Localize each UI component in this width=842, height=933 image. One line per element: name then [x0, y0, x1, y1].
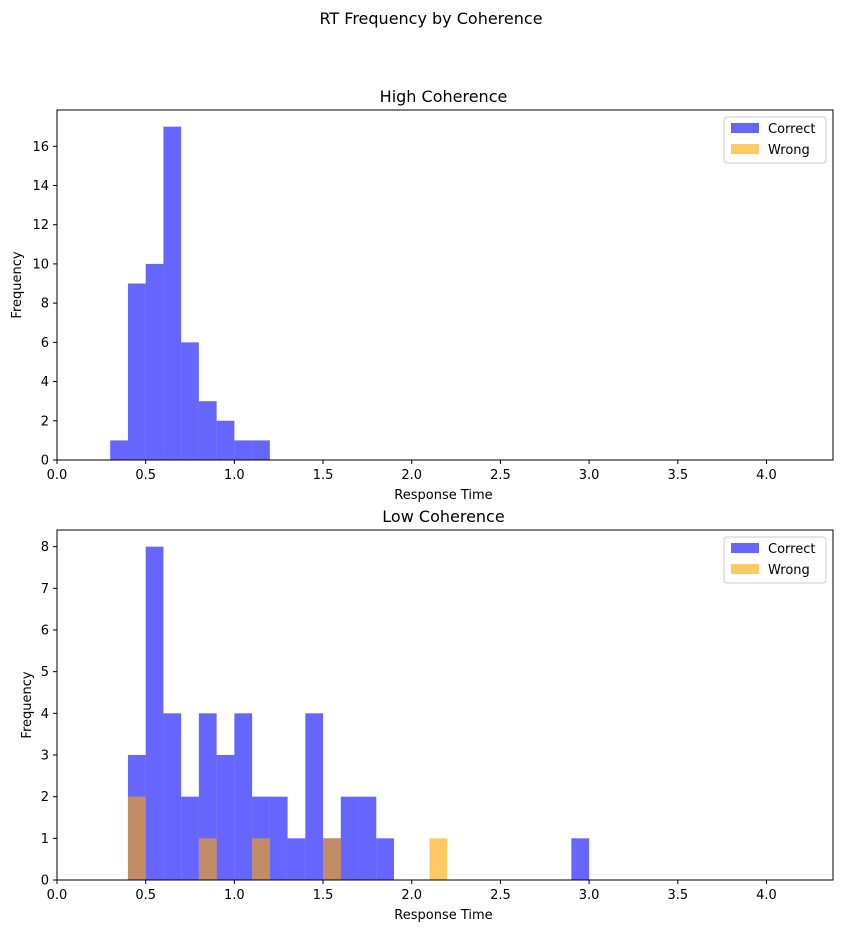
- figure-title: RT Frequency by Coherence: [319, 9, 542, 28]
- x-tick-label: 0.0: [47, 468, 68, 483]
- legend-swatch-wrong: [731, 564, 759, 574]
- bar-correct: [252, 440, 270, 460]
- bar-wrong: [252, 838, 270, 880]
- y-tick-label: 2: [41, 414, 49, 429]
- bar-correct: [181, 796, 199, 880]
- bar-correct: [181, 342, 199, 460]
- x-tick-label: 3.0: [579, 888, 600, 903]
- y-tick-label: 4: [41, 375, 49, 390]
- x-tick-label: 2.0: [401, 888, 422, 903]
- y-tick-label: 6: [41, 336, 49, 351]
- bar-wrong: [323, 838, 341, 880]
- bar-correct: [358, 796, 377, 880]
- y-axis-label: Frequency: [20, 671, 35, 738]
- y-tick-label: 5: [41, 665, 49, 680]
- y-tick-label: 0: [41, 454, 49, 469]
- bar-correct: [234, 440, 253, 460]
- y-tick-label: 3: [41, 749, 49, 764]
- x-axis-label: Response Time: [394, 488, 492, 503]
- plot-frame: [56, 529, 834, 881]
- bar-wrong: [127, 796, 146, 880]
- legend-label-correct: Correct: [768, 542, 815, 557]
- bar-correct: [269, 796, 288, 880]
- y-tick-label: 0: [41, 874, 49, 889]
- bar-correct: [198, 401, 217, 460]
- y-axis-label: Frequency: [10, 251, 25, 318]
- y-tick-label: 16: [32, 140, 49, 155]
- legend: Correct Wrong: [723, 116, 827, 164]
- bar-correct: [127, 283, 146, 460]
- legend-label-wrong: Wrong: [768, 563, 810, 578]
- x-tick-label: 3.0: [579, 468, 600, 483]
- panel-low-coherence: Low Coherence Response Time Frequency 0.…: [20, 507, 834, 923]
- panel-title: High Coherence: [380, 87, 508, 106]
- ticks-layer: 0.0 0.5 1.0 1.5 2.0 2.5 3.0 3.5 4.0 0 2 4 6 8 10 12 14 16: [32, 140, 776, 483]
- ticks-layer: 0.0 0.5 1.0 1.5 2.0 2.5 3.0 3.5 4.0 0 1 2 3 4 5 6 7 8: [41, 540, 777, 903]
- bar-correct: [163, 126, 182, 461]
- x-tick-label: 0.5: [135, 468, 156, 483]
- y-tick-label: 4: [41, 707, 49, 722]
- plot-frame: [56, 109, 834, 461]
- x-tick-label: 1.0: [224, 888, 245, 903]
- y-tick-label: 12: [32, 218, 49, 233]
- x-tick-label: 1.5: [313, 888, 334, 903]
- bar-correct: [376, 838, 395, 880]
- x-tick-label: 1.0: [224, 468, 245, 483]
- bar-correct: [145, 263, 164, 460]
- legend-label-correct: Correct: [768, 122, 815, 137]
- bar-wrong: [429, 838, 448, 880]
- legend-swatch-wrong: [731, 144, 759, 154]
- x-tick-label: 0.5: [135, 888, 156, 903]
- panel-high-coherence: High Coherence Response Time Frequency 0…: [10, 87, 834, 503]
- bar-correct: [234, 713, 253, 880]
- legend-label-wrong: Wrong: [768, 143, 810, 158]
- y-tick-label: 14: [32, 179, 49, 194]
- bar-correct: [571, 838, 590, 880]
- x-tick-label: 2.0: [401, 468, 422, 483]
- bar-correct: [110, 440, 128, 460]
- bar-correct: [305, 713, 324, 880]
- x-tick-label: 4.0: [756, 888, 777, 903]
- y-tick-label: 10: [32, 257, 49, 272]
- y-tick-label: 6: [41, 624, 49, 639]
- x-tick-label: 3.5: [667, 888, 688, 903]
- bar-correct: [216, 420, 235, 460]
- bars-layer: [110, 126, 270, 461]
- x-tick-label: 3.5: [667, 468, 688, 483]
- x-tick-label: 2.5: [490, 468, 511, 483]
- bars-layer: [127, 546, 590, 880]
- y-tick-label: 2: [41, 790, 49, 805]
- x-tick-label: 2.5: [490, 888, 511, 903]
- bar-correct: [216, 755, 235, 880]
- y-tick-label: 7: [41, 582, 49, 597]
- x-axis-label: Response Time: [394, 908, 492, 923]
- y-tick-label: 8: [41, 297, 49, 312]
- bar-correct: [145, 546, 164, 880]
- x-tick-label: 4.0: [756, 468, 777, 483]
- y-tick-label: 1: [41, 832, 49, 847]
- panel-title: Low Coherence: [382, 507, 504, 526]
- y-tick-label: 8: [41, 540, 49, 555]
- x-tick-label: 0.0: [47, 888, 68, 903]
- x-tick-label: 1.5: [313, 468, 334, 483]
- bar-correct: [287, 838, 306, 880]
- legend-swatch-correct: [731, 123, 759, 133]
- bar-wrong: [198, 838, 217, 880]
- bar-correct: [163, 713, 182, 880]
- legend: Correct Wrong: [723, 536, 827, 584]
- bar-correct: [340, 796, 359, 880]
- legend-swatch-correct: [731, 543, 759, 553]
